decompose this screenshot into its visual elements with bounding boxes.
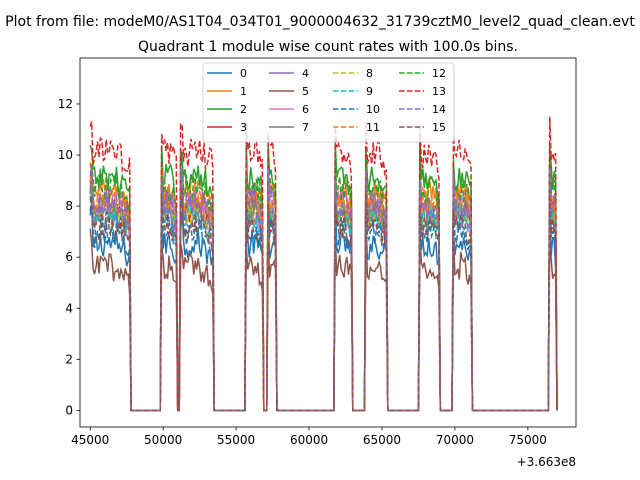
legend-label-11: 11 <box>366 121 380 134</box>
legend-label-6: 6 <box>302 103 309 116</box>
series-line-15 <box>89 188 558 412</box>
series-group <box>89 116 558 412</box>
x-axis: 45000 50000 55000 60000 65000 70000 75000 <box>71 427 547 447</box>
legend-label-10: 10 <box>366 103 380 116</box>
legend-label-9: 9 <box>366 85 373 98</box>
y-axis: 0 2 4 6 8 10 12 <box>58 97 80 417</box>
y-tick-label: 10 <box>58 148 73 162</box>
chart-title: Quadrant 1 module wise count rates with … <box>138 39 518 55</box>
legend-label-7: 7 <box>302 121 309 134</box>
x-tick-label: 65000 <box>363 433 401 447</box>
legend-label-15: 15 <box>432 121 446 134</box>
legend-label-5: 5 <box>302 85 309 98</box>
plot-area <box>79 57 577 428</box>
legend-label-2: 2 <box>240 103 247 116</box>
y-tick-label: 8 <box>65 199 73 213</box>
x-tick-label: 60000 <box>290 433 328 447</box>
legend-label-1: 1 <box>240 85 247 98</box>
y-tick-label: 4 <box>65 301 73 315</box>
legend-label-4: 4 <box>302 67 309 80</box>
x-tick-label: 75000 <box>509 433 547 447</box>
y-tick-label: 6 <box>65 250 73 264</box>
x-tick-label: 45000 <box>71 433 109 447</box>
series-line-13 <box>89 116 558 412</box>
x-offset-label: +3.663e8 <box>517 455 576 469</box>
x-tick-label: 70000 <box>436 433 474 447</box>
legend-label-8: 8 <box>366 67 373 80</box>
legend-box <box>202 62 455 143</box>
figure-suptitle: Plot from file: modeM0/AS1T04_034T01_900… <box>5 14 635 30</box>
legend-label-14: 14 <box>432 103 446 116</box>
y-tick-label: 2 <box>65 352 73 366</box>
legend-label-13: 13 <box>432 85 446 98</box>
y-tick-label: 12 <box>58 97 73 111</box>
legend-label-0: 0 <box>240 67 247 80</box>
x-tick-label: 55000 <box>217 433 255 447</box>
axes-frame <box>79 57 577 428</box>
y-tick-label: 0 <box>65 403 73 417</box>
legend-label-12: 12 <box>432 67 446 80</box>
x-tick-label: 50000 <box>144 433 182 447</box>
legend-label-3: 3 <box>240 121 247 134</box>
